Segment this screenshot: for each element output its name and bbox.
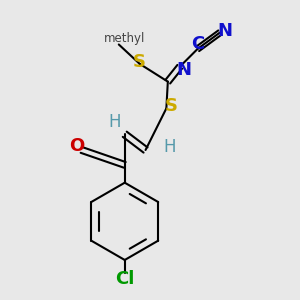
Text: S: S <box>165 97 178 115</box>
Text: Cl: Cl <box>115 270 134 288</box>
Text: S: S <box>133 53 146 71</box>
Text: H: H <box>163 138 176 156</box>
Text: methyl: methyl <box>104 32 146 45</box>
Text: O: O <box>69 137 84 155</box>
Text: H: H <box>108 113 121 131</box>
Text: C: C <box>191 35 204 53</box>
Text: N: N <box>177 61 192 79</box>
Text: N: N <box>218 22 233 40</box>
